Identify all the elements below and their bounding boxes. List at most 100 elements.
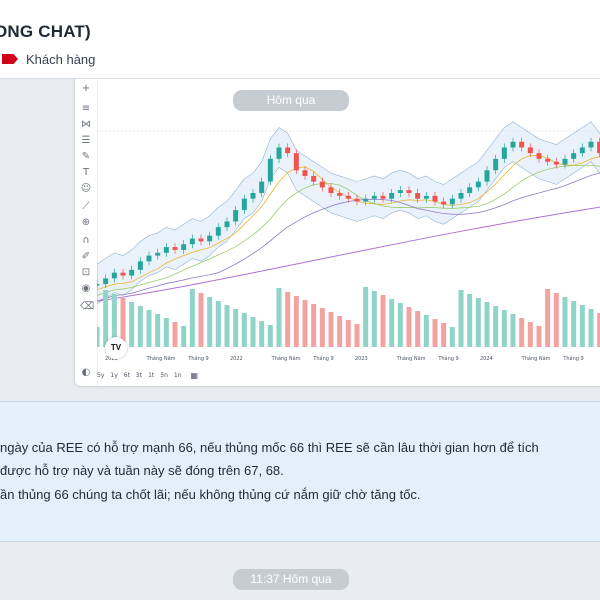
candle — [172, 247, 178, 250]
day-separator: Hôm qua — [233, 90, 349, 111]
x-tick-label: Tháng 9 — [312, 355, 333, 362]
volume-bar — [146, 310, 152, 347]
candle — [527, 147, 533, 154]
tag-label: Khách hàng — [26, 51, 96, 67]
lines-icon[interactable]: ≡ — [81, 103, 91, 114]
volume-bar — [510, 314, 516, 347]
volume-bar — [207, 297, 213, 347]
volume-bar — [389, 299, 395, 347]
volume-bar — [449, 327, 455, 347]
chat-header: ONG CHAT) Khách hàng — [0, 0, 600, 79]
fib-icon[interactable]: ☰ — [81, 135, 91, 146]
brush-icon[interactable]: ✎ — [81, 151, 91, 162]
candle — [163, 247, 169, 253]
emoji-icon[interactable]: ☺ — [80, 183, 92, 194]
candle — [259, 181, 265, 193]
range-button-3t[interactable]: 3t — [135, 371, 143, 379]
volume-bar — [493, 306, 499, 347]
candle — [484, 170, 490, 182]
candle — [432, 195, 438, 202]
volume-bar — [111, 294, 117, 347]
candle — [189, 238, 195, 245]
candle — [415, 193, 421, 199]
pattern-icon[interactable]: ⋈ — [81, 119, 91, 130]
candle — [354, 198, 360, 202]
volume-bar — [94, 327, 100, 347]
candle — [406, 190, 412, 193]
volume-bar — [137, 306, 143, 347]
volume-bar — [519, 318, 525, 347]
trash-icon[interactable]: ⌫ — [80, 301, 95, 312]
volume-bar — [285, 292, 291, 347]
volume-bar — [129, 302, 135, 347]
volume-bar — [189, 289, 195, 347]
text-icon[interactable]: T — [82, 167, 90, 178]
volume-bar — [250, 317, 256, 347]
candle — [328, 187, 334, 193]
volume-bar — [527, 322, 533, 347]
range-button-1n[interactable]: 1n — [173, 371, 182, 379]
candle — [146, 255, 152, 262]
volume-bar — [103, 290, 109, 347]
volume-bar — [120, 298, 126, 347]
message-line-2: được hỗ trợ này và tuần này sẽ đóng trên… — [0, 463, 284, 478]
volume-bar — [406, 307, 412, 347]
range-button-5y[interactable]: 5y — [97, 371, 105, 379]
volume-bar — [181, 326, 187, 347]
candle — [588, 141, 594, 148]
volume-bar — [337, 316, 343, 347]
volume-bar — [501, 310, 507, 347]
volume-bar — [155, 314, 161, 347]
volume-bar — [484, 302, 490, 347]
chat-area[interactable]: + ≡ ⋈ ☰ ✎ T ☺ ⟋ ⊕ ∩ ✐ ⊡ ◉ ⌫ ◐ 2021 Tháng … — [0, 79, 600, 600]
magnet-icon[interactable]: ∩ — [82, 235, 90, 246]
candle — [510, 141, 516, 148]
volume-bar — [233, 309, 239, 347]
candle — [597, 141, 600, 154]
range-button-6t[interactable]: 6t — [123, 371, 130, 379]
range-button-1y[interactable]: 1y — [110, 371, 118, 379]
crosshair-icon[interactable]: + — [81, 83, 91, 94]
long-moving-average — [96, 206, 600, 302]
eye-icon[interactable]: ◉ — [81, 283, 91, 294]
candle — [129, 269, 135, 276]
volume-bar — [432, 319, 438, 347]
customer-tag[interactable]: Khách hàng — [0, 50, 95, 68]
chart-image-message[interactable]: + ≡ ⋈ ☰ ✎ T ☺ ⟋ ⊕ ∩ ✐ ⊡ ◉ ⌫ ◐ 2021 Tháng … — [74, 79, 600, 387]
candle — [285, 147, 291, 154]
x-tick-label: 2022 — [230, 356, 243, 362]
candle — [103, 278, 109, 285]
candle — [371, 195, 377, 199]
volume-bar — [597, 313, 600, 347]
x-tick-label: Tháng 9 — [562, 355, 583, 362]
zoom-icon[interactable]: ⊕ — [81, 217, 91, 228]
volume-bar — [380, 295, 386, 347]
chat-title: ONG CHAT) — [0, 22, 91, 41]
volume-bar — [553, 293, 559, 347]
range-button-1t[interactable]: 1t — [148, 371, 155, 379]
text-message[interactable]: ngày của REE có hỗ trợ mạnh 66, nếu thủn… — [0, 401, 600, 542]
ruler-icon[interactable]: ⟋ — [82, 201, 90, 212]
lock-icon[interactable]: ⊡ — [81, 267, 91, 278]
candle — [198, 238, 204, 242]
candle — [319, 181, 325, 188]
x-tick-label: 2023 — [355, 356, 368, 362]
candle — [467, 187, 473, 193]
candle — [536, 153, 542, 159]
candle — [397, 190, 403, 193]
bulb-icon[interactable]: ◐ — [81, 367, 91, 378]
candle — [293, 153, 299, 171]
lock-drawing-icon[interactable]: ✐ — [81, 251, 91, 262]
volume-bar — [259, 321, 265, 347]
volume-bar — [241, 313, 247, 347]
candle — [233, 210, 239, 222]
volume-bar — [215, 301, 221, 347]
volume-bar — [467, 294, 473, 347]
candle — [545, 158, 551, 162]
candle — [389, 193, 395, 199]
chart-svg: 2021 Tháng Năm Tháng 9 2022 Tháng Năm Tháng 9… — [94, 121, 600, 362]
range-button-5n[interactable]: 5n — [160, 371, 168, 379]
calendar-icon[interactable]: ▦ — [190, 370, 199, 380]
candle — [155, 252, 161, 256]
candle — [475, 181, 481, 188]
